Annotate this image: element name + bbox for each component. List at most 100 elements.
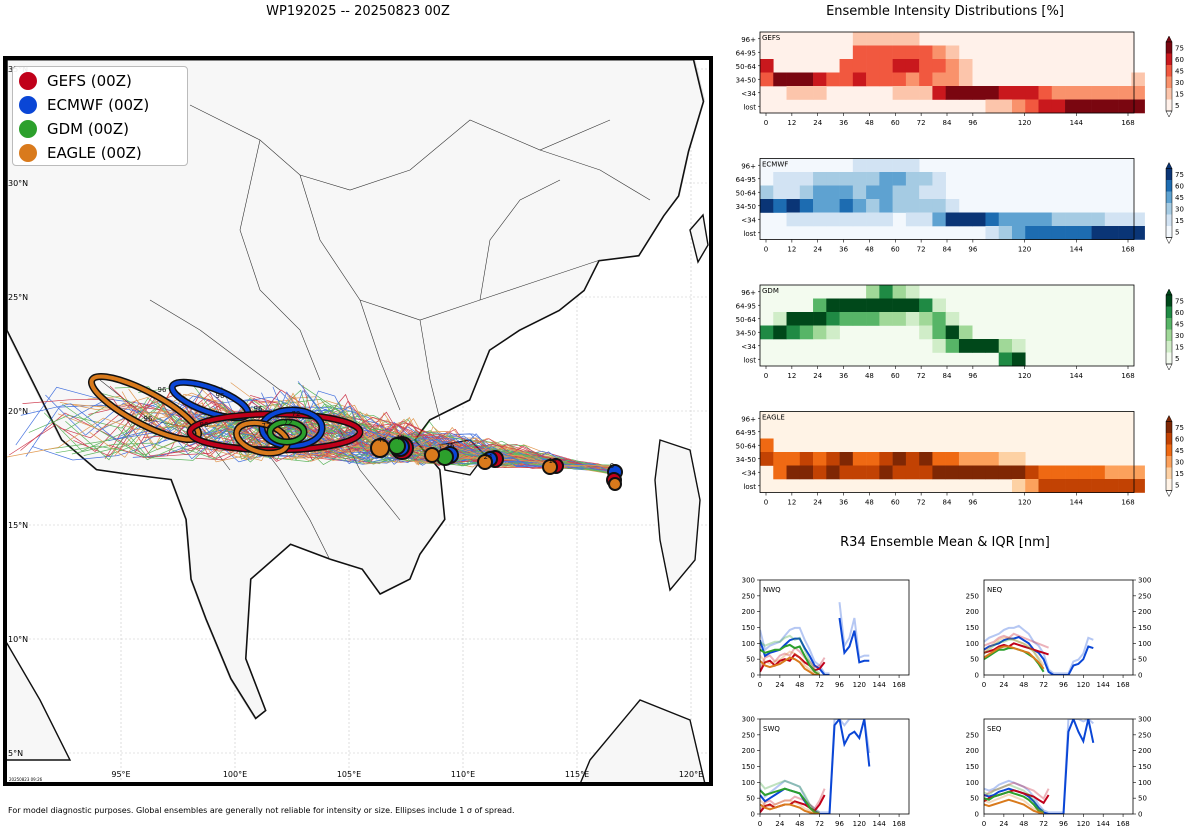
x-tick-label: 96 xyxy=(835,820,844,828)
heatmap-cell xyxy=(786,212,801,227)
heatmap-cell xyxy=(1091,212,1106,227)
heatmap-cell xyxy=(866,158,880,173)
heatmap-cell xyxy=(786,452,801,466)
y-tick-label: 96+ xyxy=(741,162,756,170)
colorbar-tick-label: 30 xyxy=(1175,332,1184,340)
heatmap-cell xyxy=(1078,479,1092,493)
heatmap-panel-eagle: EAGLE 96+ 64-95 50-64 34-50 <34 lost 0 12 24 36 48 6… xyxy=(736,411,1184,507)
x-tick-label: 0 xyxy=(764,246,768,254)
x-tick-label: 144 xyxy=(873,820,887,828)
x-tick-label: 96 xyxy=(835,681,844,689)
x-tick-label: 48 xyxy=(795,820,804,828)
r34-iqr-upper xyxy=(760,646,826,670)
heatmap-cell xyxy=(958,325,973,340)
heatmap-cell xyxy=(1025,99,1039,114)
y-tick-label: 50-64 xyxy=(736,63,757,71)
heatmap-cell xyxy=(852,59,867,73)
heatmap-cell xyxy=(866,312,880,326)
spread-ellipses xyxy=(87,372,364,457)
heatmap-cell xyxy=(1118,479,1132,493)
colorbar-segment xyxy=(1166,42,1172,54)
heatmap-cell xyxy=(760,185,774,200)
x-tick-label: 144 xyxy=(1097,820,1111,828)
heatmap-cell xyxy=(852,32,867,46)
heatmap-cell xyxy=(879,312,893,326)
heatmap-cell xyxy=(892,465,907,480)
r34-title: R34 Ensemble Mean & IQR [nm] xyxy=(840,535,1050,550)
hour-labels: 48 48 36 24 12 0 72 72 72 96 96 96 96 96 xyxy=(144,386,615,470)
heatmap-cell xyxy=(1131,86,1145,100)
heatmap-cell xyxy=(1091,86,1106,100)
y-tick-label: 300 xyxy=(1138,716,1151,724)
lat-label: 30°N xyxy=(8,179,28,188)
lat-label: 20°N xyxy=(8,407,28,416)
heatmap-cell xyxy=(1011,339,1026,353)
heatmap-cell xyxy=(892,285,907,299)
x-tick-label: 60 xyxy=(891,246,900,254)
lat-label: 10°N xyxy=(8,635,28,644)
colorbar-tick-label: 15 xyxy=(1175,470,1184,478)
r34-iqr-upper xyxy=(984,636,1045,667)
heatmap-cell xyxy=(932,72,946,87)
heatmap-cell xyxy=(1104,212,1119,227)
heatmap-cell xyxy=(799,185,814,200)
heatmap-cell xyxy=(958,465,973,480)
r34-iqr-upper xyxy=(984,632,1049,649)
heatmap-cell xyxy=(1118,86,1132,100)
heatmap-cell xyxy=(799,172,814,186)
heatmap-cell xyxy=(958,72,973,87)
heatmap-cell xyxy=(799,86,814,100)
heatmap-cell xyxy=(892,86,907,100)
heatmap-cell xyxy=(1104,226,1119,240)
heatmap-cell xyxy=(919,45,933,60)
x-tick-label: 96 xyxy=(968,119,977,127)
heatmap-cell xyxy=(892,172,907,186)
legend-item-gefs: GEFS (00Z) xyxy=(19,69,132,93)
x-tick-label: 168 xyxy=(892,681,905,689)
y-tick-label: lost xyxy=(743,103,756,111)
colorbar-tick-label: 5 xyxy=(1175,481,1179,489)
heatmap-cell xyxy=(1011,465,1026,480)
heatmap-cell xyxy=(852,312,867,326)
heatmap-cell xyxy=(1038,226,1053,240)
r34-mean-ecmwf xyxy=(984,635,1094,675)
heatmap-cell xyxy=(866,59,880,73)
lon-label: 100°E xyxy=(223,770,247,779)
y-tick-label: 100 xyxy=(742,779,755,787)
heatmap-cell xyxy=(1051,479,1066,493)
heatmap-cell xyxy=(1025,86,1039,100)
heatmap-cell xyxy=(932,172,946,186)
y-tick-label: 250 xyxy=(1138,731,1151,739)
heatmap-cell xyxy=(985,86,1000,100)
colorbar-tick-label: 75 xyxy=(1175,297,1184,305)
heatmap-cell xyxy=(1091,99,1106,114)
heatmap-cell xyxy=(945,212,960,227)
colorbar-segment xyxy=(1166,444,1172,457)
heatmap-cell xyxy=(932,339,946,353)
r34-panel-name: SWQ xyxy=(763,725,780,733)
x-tick-label: 168 xyxy=(1116,820,1129,828)
heatmap-cell xyxy=(879,59,893,73)
luzon-island xyxy=(654,439,701,592)
heatmap-cell xyxy=(786,312,801,326)
heatmap-cell xyxy=(919,465,933,480)
heatmap-cell xyxy=(879,172,893,186)
heatmap-cell xyxy=(773,72,787,87)
y-tick-label: 34-50 xyxy=(736,76,756,84)
x-tick-label: 84 xyxy=(943,372,952,380)
borneo-island xyxy=(578,699,706,785)
lon-labels: 95°E 100°E 105°E 110°E 115°E 120°E xyxy=(111,770,703,779)
r34-iqr-upper xyxy=(760,788,826,811)
r34-iqr-upper xyxy=(984,783,1044,812)
hour-label: 72 xyxy=(292,410,301,418)
heatmap-cell xyxy=(945,339,960,353)
heatmap-cell xyxy=(879,45,893,60)
heatmap-cell xyxy=(932,212,946,227)
heatmap-cell xyxy=(826,185,840,200)
y-tick-label: 200 xyxy=(966,747,979,755)
heatmap-cell xyxy=(1011,352,1026,367)
heatmap-cell xyxy=(1078,226,1092,240)
colorbar-segment xyxy=(1166,214,1172,227)
x-tick-label: 72 xyxy=(917,119,926,127)
hour-label: 96 xyxy=(200,421,209,429)
